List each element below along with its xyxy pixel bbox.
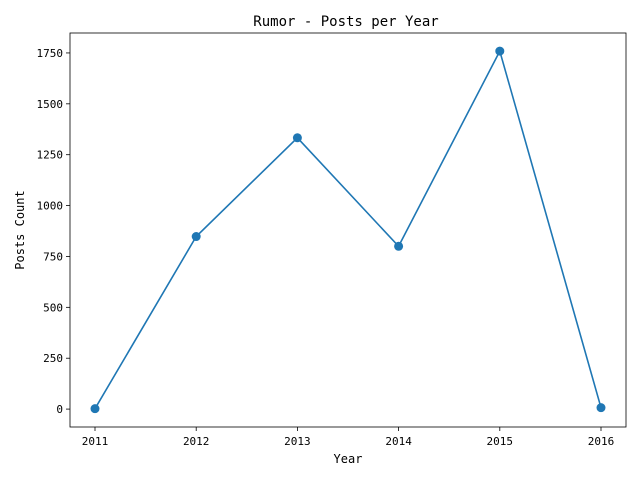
x-axis-label: Year <box>334 452 363 466</box>
y-tick-label: 1250 <box>37 149 64 162</box>
series-layer <box>90 46 606 414</box>
y-tick-label: 0 <box>56 403 63 416</box>
x-tick-label: 2016 <box>588 435 615 448</box>
x-tick-label: 2013 <box>284 435 311 448</box>
data-point <box>191 232 201 242</box>
y-axis: 0 250 500 750 1000 1250 1500 1750 <box>37 47 70 416</box>
x-tick-label: 2014 <box>385 435 412 448</box>
x-tick-label: 2011 <box>82 435 109 448</box>
x-axis: 2011 2012 2013 2014 2015 2016 <box>82 427 615 448</box>
plot-frame <box>69 32 627 428</box>
chart-title: Rumor - Posts per Year <box>253 14 438 30</box>
series-line <box>94 48 602 410</box>
data-point <box>90 404 100 414</box>
data-point <box>292 133 302 143</box>
plot-area: 2011 2012 2013 2014 2015 2016 0 250 500 750 1000 1… <box>37 32 627 448</box>
y-tick-label: 1750 <box>37 47 64 60</box>
data-point <box>596 403 606 413</box>
x-tick-label: 2012 <box>183 435 210 448</box>
y-tick-label: 250 <box>43 352 63 365</box>
y-axis-label: Posts Count <box>13 190 27 269</box>
data-point <box>394 241 404 251</box>
y-tick-label: 1500 <box>37 98 64 111</box>
y-tick-label: 500 <box>43 301 63 314</box>
y-tick-label: 1000 <box>37 200 64 213</box>
data-point <box>495 46 505 56</box>
x-tick-label: 2015 <box>487 435 514 448</box>
y-tick-label: 750 <box>43 250 63 263</box>
